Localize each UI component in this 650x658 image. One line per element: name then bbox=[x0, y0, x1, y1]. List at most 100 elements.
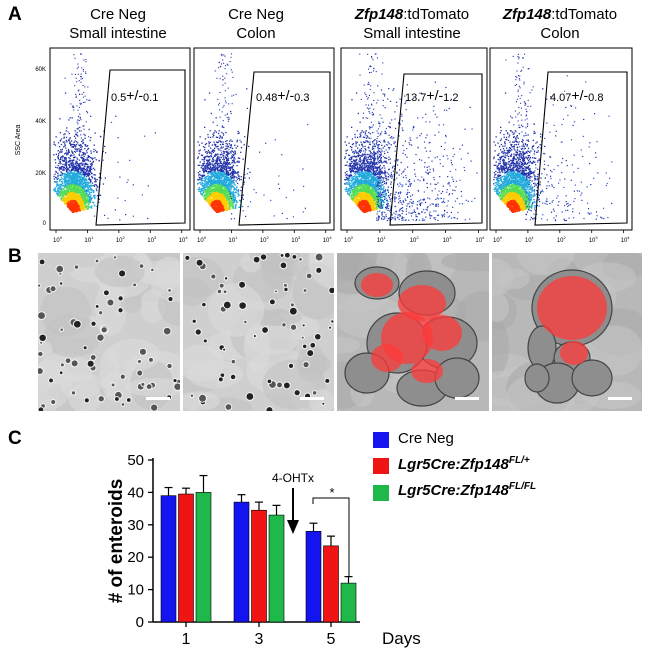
x-tick-label: 104 bbox=[323, 235, 333, 244]
plot-frame bbox=[489, 47, 633, 231]
x-tick-label: 102 bbox=[260, 235, 270, 244]
bar-3-day-3 bbox=[268, 514, 285, 623]
x-tick-label: 101 bbox=[84, 235, 94, 244]
y-tick-label: 0 bbox=[136, 614, 144, 631]
x-tick-label: 104 bbox=[621, 235, 631, 244]
treatment-arrow-head bbox=[287, 520, 299, 534]
flow-title-1-line1: Cre Neg bbox=[90, 6, 146, 23]
flow-plot-4: 4.07+/-0.8 100 101 102 103 104 bbox=[489, 47, 633, 244]
y-tick-label: 30 bbox=[127, 517, 144, 534]
bar-1-day-3 bbox=[233, 501, 250, 623]
y-tick-label: 50 bbox=[127, 452, 144, 469]
x-tick-label: 100 bbox=[344, 235, 354, 244]
flow-title-4: Zfp148:tdTomato Colon bbox=[480, 5, 640, 43]
x-tick-label: 104 bbox=[475, 235, 485, 244]
flow-title-3-gene: Zfp148 bbox=[354, 6, 404, 23]
significance-marker: * bbox=[329, 485, 334, 500]
bar-3-day-5 bbox=[340, 582, 357, 623]
gate-percentage: 13.7+/-1.2 bbox=[405, 87, 458, 104]
x-tick-label: 101 bbox=[525, 235, 535, 244]
flow-plot-1: 0.5+/-0.1 100 101 102 103 104 bbox=[49, 47, 191, 244]
x-tick-label: 102 bbox=[116, 235, 126, 244]
x-tick-label: 3 bbox=[255, 631, 264, 648]
treatment-annotation: 4-OHTx bbox=[272, 471, 314, 485]
x-axis-title: Days bbox=[382, 629, 421, 648]
flow-plot-3: 13.7+/-1.2 100 101 102 103 104 bbox=[340, 47, 488, 244]
flow-title-2: Cre Neg Colon bbox=[196, 5, 316, 43]
bar-chart: 0 10 20 30 40 50# of enteroids 1 3 5 Days 4-OHTx * bbox=[106, 452, 421, 648]
y-tick-label: 40K bbox=[35, 119, 46, 125]
y-tick-label: 0 bbox=[43, 221, 47, 227]
plot-frame bbox=[193, 47, 335, 231]
panel-label-a: A bbox=[8, 4, 22, 25]
x-tick-label: 101 bbox=[377, 235, 387, 244]
x-tick-label: 102 bbox=[410, 235, 420, 244]
x-tick-label: 103 bbox=[147, 235, 157, 244]
legend-swatch-fl-plus bbox=[373, 458, 389, 474]
scatter-points bbox=[493, 53, 613, 222]
x-tick-label: 104 bbox=[179, 235, 189, 244]
bar-2-day-1 bbox=[178, 493, 194, 623]
y-tick-label: 20 bbox=[127, 549, 144, 566]
flow-title-4-line1: :tdTomato bbox=[551, 6, 618, 23]
scale-bar bbox=[455, 397, 479, 400]
legend-swatch-cre-neg bbox=[373, 432, 389, 448]
y-axis-label: SSC Area bbox=[15, 125, 22, 156]
micrograph-1 bbox=[38, 253, 180, 411]
x-tick-label: 1 bbox=[182, 631, 191, 648]
micrograph-4 bbox=[492, 253, 642, 411]
panel-label-c: C bbox=[8, 428, 22, 449]
flow-title-1-line2: Small intestine bbox=[69, 25, 167, 42]
x-tick-label: 100 bbox=[197, 235, 207, 244]
x-tick-label: 103 bbox=[589, 235, 599, 244]
flow-title-2-line1: Cre Neg bbox=[228, 6, 284, 23]
x-tick-label: 102 bbox=[557, 235, 567, 244]
x-tick-label: 100 bbox=[493, 235, 503, 244]
gate-polygon bbox=[238, 71, 331, 226]
gate-polygon bbox=[389, 73, 483, 226]
x-tick-label: 103 bbox=[291, 235, 301, 244]
y-tick-label: 60K bbox=[35, 67, 46, 73]
flow-plot-2: 0.48+/-0.3 100 101 102 103 104 bbox=[193, 47, 335, 244]
x-tick-label: 5 bbox=[327, 631, 336, 648]
legend-label-cre-neg: Cre Neg bbox=[398, 430, 454, 447]
scale-bar bbox=[608, 397, 632, 400]
legend-swatch-fl-fl bbox=[373, 485, 389, 501]
legend-label-fl-fl: Lgr5Cre:Zfp148FL/FL bbox=[398, 481, 537, 499]
gate-percentage: 0.5+/-0.1 bbox=[111, 87, 158, 104]
enteroid bbox=[344, 266, 480, 407]
bar-2-day-3 bbox=[251, 509, 267, 623]
gate-percentage: 4.07+/-0.8 bbox=[550, 87, 603, 104]
micrograph-2 bbox=[183, 253, 334, 411]
bar-1-day-5 bbox=[305, 530, 322, 623]
panel-label-b: B bbox=[8, 246, 22, 267]
flow-cytometry-plots: SSC Area020K40K60K0.5+/-0.11001011021031… bbox=[15, 47, 633, 244]
y-tick-label: 40 bbox=[127, 484, 144, 501]
legend-label-fl-plus: Lgr5Cre:Zfp148FL/+ bbox=[398, 455, 530, 473]
plot-frame bbox=[340, 47, 488, 231]
bar-3-day-1 bbox=[195, 492, 212, 623]
significance-bracket bbox=[312, 497, 350, 577]
flow-title-3-line2: Small intestine bbox=[363, 25, 461, 42]
x-tick-label: 103 bbox=[443, 235, 453, 244]
gate-polygon bbox=[534, 71, 628, 226]
bar-1-day-1 bbox=[160, 495, 177, 623]
flow-title-1: Cre Neg Small intestine bbox=[58, 5, 178, 43]
flow-title-2-line2: Colon bbox=[236, 25, 276, 42]
plot-frame bbox=[49, 47, 191, 231]
scatter-points bbox=[344, 53, 478, 222]
enteroid bbox=[524, 269, 613, 404]
x-tick-label: 101 bbox=[228, 235, 238, 244]
scatter-points bbox=[197, 53, 309, 220]
flow-title-3: Zfp148:tdTomato Small intestine bbox=[332, 5, 492, 43]
x-tick-label: 100 bbox=[53, 235, 63, 244]
y-tick-label: 20K bbox=[35, 171, 46, 177]
bar-2-day-5 bbox=[323, 545, 339, 623]
flow-title-4-line2: Colon bbox=[540, 25, 580, 42]
micrograph-3 bbox=[337, 253, 489, 411]
gate-percentage: 0.48+/-0.3 bbox=[256, 87, 309, 104]
y-axis-title: # of enteroids bbox=[106, 479, 127, 604]
scale-bar bbox=[146, 397, 170, 400]
flow-title-4-gene: Zfp148 bbox=[502, 6, 552, 23]
flow-title-3-line1: :tdTomato bbox=[403, 6, 470, 23]
